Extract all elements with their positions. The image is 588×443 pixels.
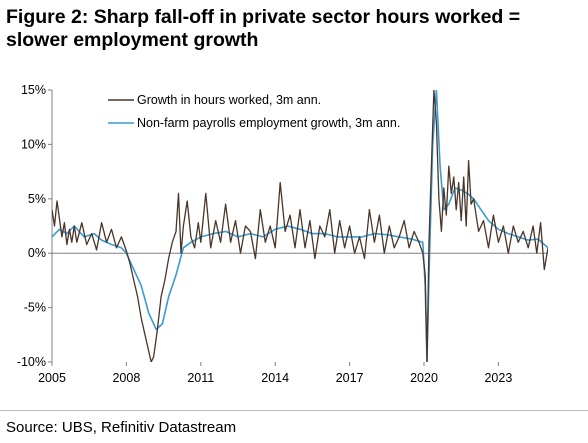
x-tick-label: 2005 — [38, 371, 66, 385]
y-tick-label: -5% — [24, 301, 46, 315]
hours-worked-series-line — [52, 90, 548, 362]
x-tick-label: 2017 — [336, 371, 364, 385]
legend-hours-label: Growth in hours worked, 3m ann. — [137, 93, 321, 107]
source-note: Source: UBS, Refinitiv Datastream — [6, 419, 237, 436]
legend-payrolls-label: Non-farm payrolls employment growth, 3m … — [137, 116, 400, 130]
chart-title-line-1: Figure 2: Sharp fall-off in private sect… — [6, 6, 521, 28]
x-tick-label: 2014 — [261, 371, 289, 385]
line-chart: 15% 10% 5% 0% -5% -10% 2005 2008 2011 2014 2017 202… — [17, 83, 548, 385]
payrolls-series-line — [52, 90, 548, 362]
y-tick-label: -10% — [17, 355, 46, 369]
x-tick-label: 2020 — [410, 371, 438, 385]
y-tick-label: 0% — [28, 246, 46, 260]
chart-title-line-2: slower employment growth — [6, 29, 259, 51]
x-tick-label: 2008 — [112, 371, 140, 385]
chart-title: Figure 2: Sharp fall-off in private sect… — [6, 6, 584, 52]
source-divider — [0, 410, 588, 411]
x-tick-label: 2011 — [187, 371, 214, 385]
y-tick-label: 10% — [21, 137, 46, 151]
y-tick-label: 5% — [28, 192, 46, 206]
x-tick-label: 2023 — [484, 371, 512, 385]
y-tick-label: 15% — [21, 83, 46, 97]
